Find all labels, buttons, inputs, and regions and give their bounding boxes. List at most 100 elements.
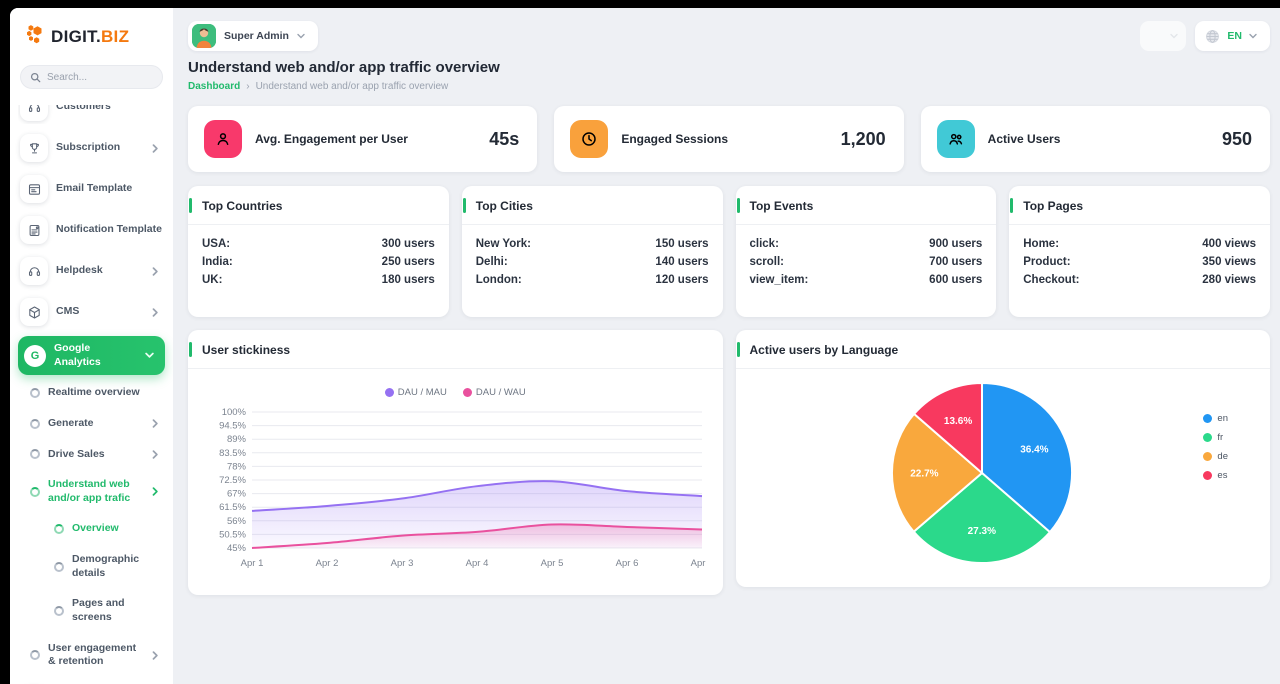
card-title: Top Pages xyxy=(1023,198,1084,213)
svg-text:27.3%: 27.3% xyxy=(967,526,995,537)
card-title: User stickiness xyxy=(202,342,291,357)
row-value: 300 users xyxy=(381,238,435,250)
row-label: USA: xyxy=(202,238,231,250)
card-body: click: 900 users scroll: 700 users view_item… xyxy=(736,225,997,286)
row-value: 280 views xyxy=(1202,274,1256,286)
row-value: 350 views xyxy=(1202,256,1256,268)
row-label: Checkout: xyxy=(1023,274,1080,286)
sidebar-item-helpdesk[interactable]: Helpdesk xyxy=(18,254,165,288)
legend-item-dau-mau[interactable]: DAU / MAU xyxy=(384,387,447,398)
chevron-right-icon xyxy=(151,266,163,276)
row-value: 700 users xyxy=(929,256,983,268)
breadcrumb-dashboard-link[interactable]: Dashboard xyxy=(188,81,241,92)
sidebar-item-label: Subscription xyxy=(56,141,121,154)
row-label: London: xyxy=(475,274,522,286)
sidebar-item-subscription[interactable]: Subscription xyxy=(18,131,165,165)
legend-item-dau-wau[interactable]: DAU / WAU xyxy=(462,387,526,398)
sidebar-item-label: Notification Template xyxy=(56,223,162,236)
row-label: Delhi: xyxy=(475,256,508,268)
legend-label: en xyxy=(1217,413,1228,424)
card-title: Active users by Language xyxy=(749,342,899,357)
top-countries-card: Top Countries USA: 300 users India: 250 user… xyxy=(188,186,449,317)
notifications-button[interactable] xyxy=(1140,21,1187,51)
app-frame: DIGIT.BIZ Customers Subscription Email Tem… xyxy=(10,8,1280,684)
card-header: Top Events xyxy=(735,186,997,225)
sidebar-item-demographic-details[interactable]: Demographic details xyxy=(18,550,165,583)
sidebar-item-google-analytics[interactable]: G Google Analytics xyxy=(18,336,165,376)
topbar: Super Admin EN xyxy=(188,8,1270,51)
stat-card-avg-engagement-per-user: Avg. Engagement per User 45s xyxy=(188,106,538,172)
sidebar-item-label: Generate xyxy=(48,416,94,429)
svg-text:Apr 5: Apr 5 xyxy=(541,558,564,569)
person-icon xyxy=(204,120,242,158)
row-value: 900 users xyxy=(929,238,983,250)
search-input[interactable] xyxy=(47,71,153,83)
chevron-right-icon xyxy=(151,487,163,497)
svg-text:Apr 4: Apr 4 xyxy=(466,558,489,569)
chevron-right-icon xyxy=(151,419,163,428)
page-title: Understand web and/or app traffic overvi… xyxy=(188,59,500,76)
svg-text:72.5%: 72.5% xyxy=(219,475,246,486)
bullet-icon xyxy=(30,486,40,497)
legend-item-en[interactable]: en xyxy=(1203,413,1228,424)
top-pages-card: Top Pages Home: 400 views Product: 350 views… xyxy=(1009,186,1270,317)
language-code: EN xyxy=(1227,30,1242,42)
row-label: India: xyxy=(202,256,233,268)
charts-row: User stickiness DAU / MAU DAU / WAU 100% 9… xyxy=(188,330,1270,595)
sidebar-item-label: Customers xyxy=(56,100,111,113)
svg-text:13.6%: 13.6% xyxy=(943,416,971,427)
sidebar-item-label: Demographic details xyxy=(72,553,140,579)
language-selector[interactable]: EN xyxy=(1195,21,1270,51)
users-icon xyxy=(936,120,975,158)
row-label: Product: xyxy=(1023,256,1071,268)
data-row: UK: 180 users xyxy=(202,274,435,286)
bullet-icon xyxy=(30,449,40,460)
sidebar-item-cms[interactable]: CMS xyxy=(18,295,165,329)
logo-text: DIGIT.BIZ xyxy=(51,26,130,46)
sidebar-item-notification-template[interactable]: Notification Template xyxy=(18,213,165,247)
card-title: Top Cities xyxy=(475,198,533,213)
user-menu[interactable]: Super Admin xyxy=(188,21,318,51)
row-value: 140 users xyxy=(655,256,709,268)
sidebar-item-user-engagement-retention[interactable]: User engagement & retention xyxy=(18,639,165,672)
legend-item-de[interactable]: de xyxy=(1203,451,1228,462)
svg-text:94.5%: 94.5% xyxy=(219,421,246,432)
sidebar-item-drive-sales[interactable]: Drive Sales xyxy=(18,445,165,465)
svg-text:56%: 56% xyxy=(227,516,247,527)
logo[interactable]: DIGIT.BIZ xyxy=(10,8,173,63)
data-row: Product: 350 views xyxy=(1023,256,1256,268)
row-label: UK: xyxy=(202,274,223,286)
line-chart-legend: DAU / MAU DAU / WAU xyxy=(202,387,709,398)
legend-dot xyxy=(1203,471,1213,480)
sidebar-item-email-template[interactable]: Email Template xyxy=(18,172,165,206)
legend-item-fr[interactable]: fr xyxy=(1203,432,1228,443)
sidebar-item-realtime-overview[interactable]: Realtime overview xyxy=(18,383,165,403)
svg-text:36.4%: 36.4% xyxy=(1020,445,1048,456)
chevron-right-icon xyxy=(151,307,163,317)
data-row: London: 120 users xyxy=(476,274,709,286)
svg-text:22.7%: 22.7% xyxy=(910,468,938,479)
pie-chart-body: 36.4% 27.3% 22.7% 13.6% en fr de es xyxy=(736,375,1271,587)
language-card: Active users by Language 36.4% 27.3% 22.7%… xyxy=(735,330,1271,587)
stat-label: Engaged Sessions xyxy=(621,132,729,146)
data-row: Home: 400 views xyxy=(1023,238,1256,250)
stat-card-engaged-sessions: Engaged Sessions 1,200 xyxy=(554,106,904,172)
card-title: Top Events xyxy=(749,198,814,213)
accent-bar xyxy=(1010,198,1014,213)
sidebar-item-customers[interactable]: Customers xyxy=(18,100,165,124)
stat-value: 1,200 xyxy=(840,128,886,149)
row-label: click: xyxy=(749,238,779,250)
legend-item-es[interactable]: es xyxy=(1203,470,1228,481)
accent-bar xyxy=(736,198,740,213)
sidebar-item-overview[interactable]: Overview xyxy=(18,519,165,539)
legend-label: de xyxy=(1217,451,1228,462)
bullet-icon xyxy=(54,524,64,535)
svg-text:45%: 45% xyxy=(227,543,247,554)
user-name: Super Admin xyxy=(224,30,289,42)
sidebar-item-pages-and-screens[interactable]: Pages and screens xyxy=(18,594,165,627)
card-header: Top Cities xyxy=(461,186,723,225)
pie-chart: 36.4% 27.3% 22.7% 13.6% xyxy=(832,375,1271,578)
breadcrumb: Dashboard › Understand web and/or app tr… xyxy=(188,81,1270,92)
sidebar-item-understand-web-traffic[interactable]: Understand web and/or app trafic xyxy=(18,475,165,508)
sidebar-item-generate[interactable]: Generate xyxy=(18,414,165,434)
